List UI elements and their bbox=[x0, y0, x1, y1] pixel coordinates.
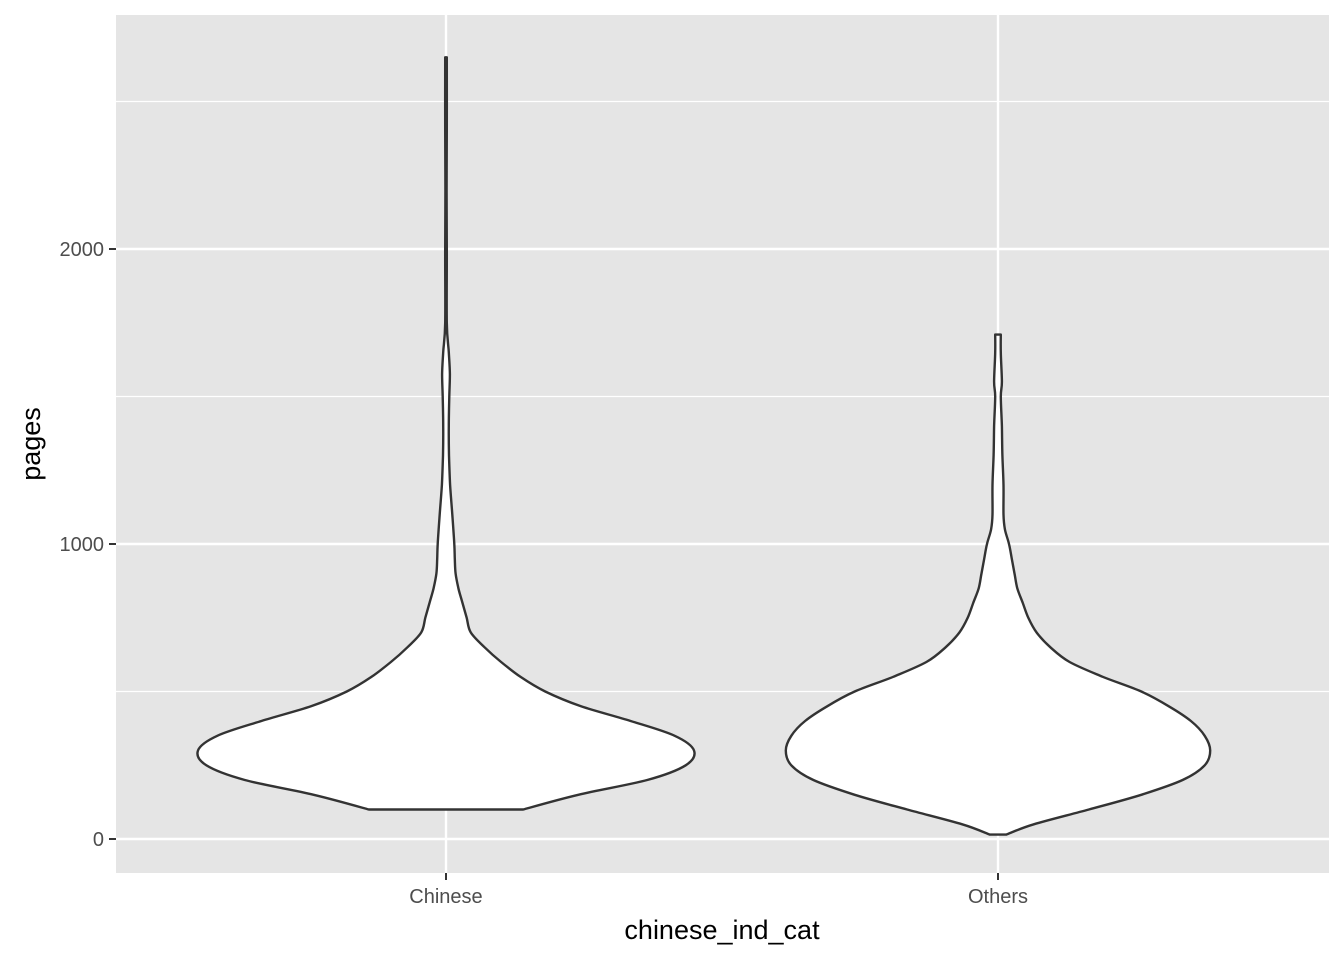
y-tick-label: 1000 bbox=[60, 534, 105, 556]
y-tick-label: 2000 bbox=[60, 239, 105, 261]
x-axis: Chinese Others bbox=[409, 873, 1028, 908]
violin-chinese bbox=[196, 56, 696, 811]
y-axis-title: pages bbox=[16, 407, 46, 481]
violin-others bbox=[784, 333, 1212, 836]
violins bbox=[196, 56, 1212, 836]
y-tick-label: 0 bbox=[93, 829, 104, 851]
x-axis-title: chinese_ind_cat bbox=[624, 915, 820, 945]
y-axis: 0 1000 2000 bbox=[60, 239, 116, 851]
x-tick-label: Others bbox=[968, 886, 1028, 908]
x-tick-label: Chinese bbox=[409, 886, 482, 908]
